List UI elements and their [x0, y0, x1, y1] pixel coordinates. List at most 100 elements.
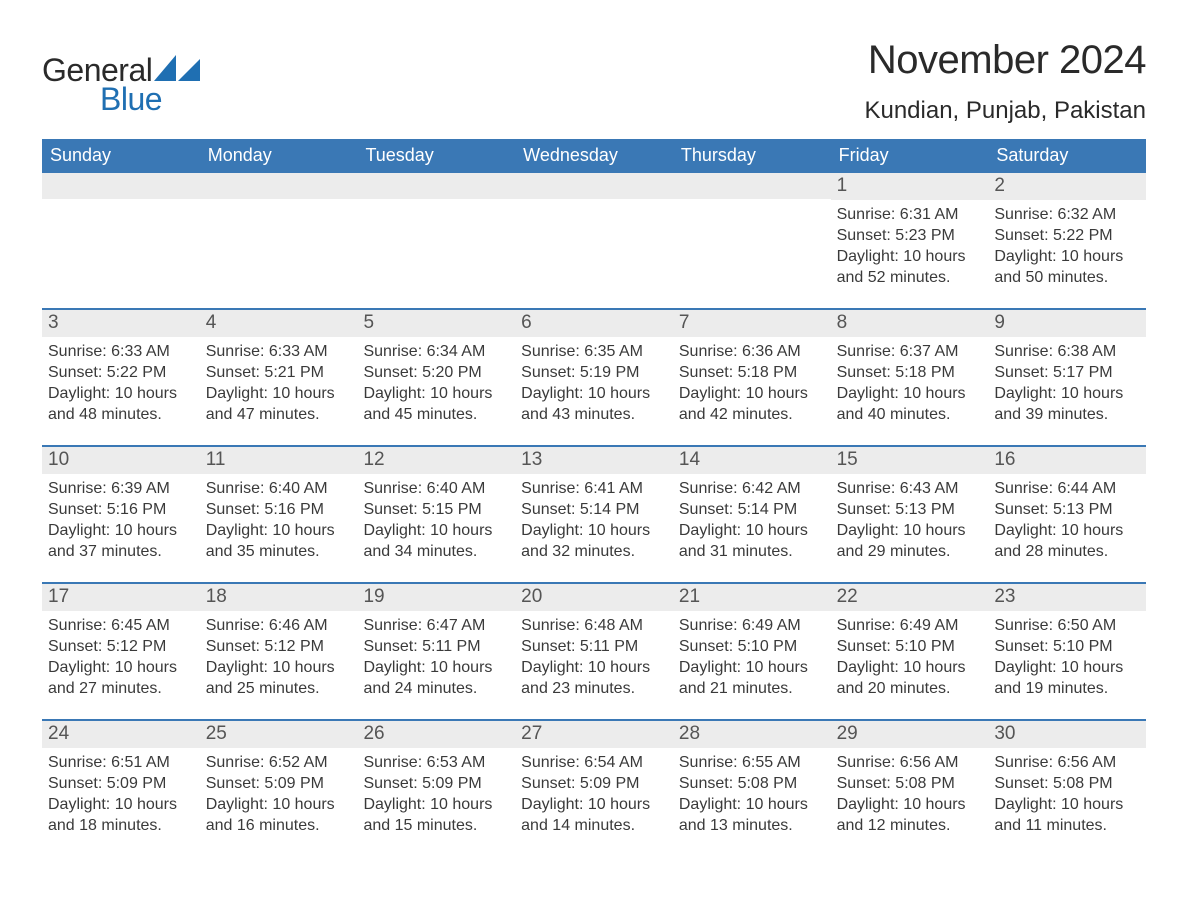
calendar-week: 3Sunrise: 6:33 AMSunset: 5:22 PMDaylight… — [42, 308, 1146, 429]
day-details: Sunrise: 6:50 AMSunset: 5:10 PMDaylight:… — [988, 611, 1146, 703]
day-number: 26 — [357, 721, 515, 748]
day-number — [200, 173, 358, 199]
day-details: Sunrise: 6:39 AMSunset: 5:16 PMDaylight:… — [42, 474, 200, 566]
day-number: 14 — [673, 447, 831, 474]
sunset-text: Sunset: 5:13 PM — [837, 499, 983, 520]
calendar-day: 7Sunrise: 6:36 AMSunset: 5:18 PMDaylight… — [673, 310, 831, 429]
daylight-text: Daylight: 10 hours and 25 minutes. — [206, 657, 352, 699]
calendar-day: 30Sunrise: 6:56 AMSunset: 5:08 PMDayligh… — [988, 721, 1146, 840]
sunset-text: Sunset: 5:18 PM — [837, 362, 983, 383]
day-details: Sunrise: 6:35 AMSunset: 5:19 PMDaylight:… — [515, 337, 673, 429]
day-details: Sunrise: 6:40 AMSunset: 5:15 PMDaylight:… — [357, 474, 515, 566]
calendar-day: 21Sunrise: 6:49 AMSunset: 5:10 PMDayligh… — [673, 584, 831, 703]
daylight-text: Daylight: 10 hours and 21 minutes. — [679, 657, 825, 699]
calendar-day: 1Sunrise: 6:31 AMSunset: 5:23 PMDaylight… — [831, 173, 989, 292]
day-number: 4 — [200, 310, 358, 337]
day-number: 24 — [42, 721, 200, 748]
sunset-text: Sunset: 5:19 PM — [521, 362, 667, 383]
sunrise-text: Sunrise: 6:53 AM — [363, 752, 509, 773]
sunrise-text: Sunrise: 6:49 AM — [837, 615, 983, 636]
sunset-text: Sunset: 5:11 PM — [363, 636, 509, 657]
day-number: 10 — [42, 447, 200, 474]
calendar-day — [42, 173, 200, 292]
daylight-text: Daylight: 10 hours and 34 minutes. — [363, 520, 509, 562]
daylight-text: Daylight: 10 hours and 15 minutes. — [363, 794, 509, 836]
day-details: Sunrise: 6:56 AMSunset: 5:08 PMDaylight:… — [831, 748, 989, 840]
calendar-day: 5Sunrise: 6:34 AMSunset: 5:20 PMDaylight… — [357, 310, 515, 429]
calendar-day: 17Sunrise: 6:45 AMSunset: 5:12 PMDayligh… — [42, 584, 200, 703]
day-number: 28 — [673, 721, 831, 748]
day-number: 19 — [357, 584, 515, 611]
day-number — [42, 173, 200, 199]
calendar-day: 23Sunrise: 6:50 AMSunset: 5:10 PMDayligh… — [988, 584, 1146, 703]
calendar-week: 17Sunrise: 6:45 AMSunset: 5:12 PMDayligh… — [42, 582, 1146, 703]
calendar-day: 27Sunrise: 6:54 AMSunset: 5:09 PMDayligh… — [515, 721, 673, 840]
month-title: November 2024 — [864, 38, 1146, 83]
calendar: Sunday Monday Tuesday Wednesday Thursday… — [42, 139, 1146, 840]
day-details: Sunrise: 6:45 AMSunset: 5:12 PMDaylight:… — [42, 611, 200, 703]
sunset-text: Sunset: 5:09 PM — [48, 773, 194, 794]
daylight-text: Daylight: 10 hours and 28 minutes. — [994, 520, 1140, 562]
sunset-text: Sunset: 5:08 PM — [837, 773, 983, 794]
day-details: Sunrise: 6:55 AMSunset: 5:08 PMDaylight:… — [673, 748, 831, 840]
daylight-text: Daylight: 10 hours and 48 minutes. — [48, 383, 194, 425]
sunrise-text: Sunrise: 6:45 AM — [48, 615, 194, 636]
calendar-day — [515, 173, 673, 292]
day-number: 23 — [988, 584, 1146, 611]
daylight-text: Daylight: 10 hours and 18 minutes. — [48, 794, 194, 836]
sunset-text: Sunset: 5:23 PM — [837, 225, 983, 246]
day-number — [515, 173, 673, 199]
daylight-text: Daylight: 10 hours and 29 minutes. — [837, 520, 983, 562]
sunrise-text: Sunrise: 6:52 AM — [206, 752, 352, 773]
daylight-text: Daylight: 10 hours and 50 minutes. — [994, 246, 1140, 288]
daylight-text: Daylight: 10 hours and 12 minutes. — [837, 794, 983, 836]
calendar-day: 8Sunrise: 6:37 AMSunset: 5:18 PMDaylight… — [831, 310, 989, 429]
day-number — [673, 173, 831, 199]
sunrise-text: Sunrise: 6:38 AM — [994, 341, 1140, 362]
location-subtitle: Kundian, Punjab, Pakistan — [864, 97, 1146, 125]
calendar-day: 16Sunrise: 6:44 AMSunset: 5:13 PMDayligh… — [988, 447, 1146, 566]
day-number: 18 — [200, 584, 358, 611]
day-details: Sunrise: 6:49 AMSunset: 5:10 PMDaylight:… — [831, 611, 989, 703]
sunset-text: Sunset: 5:10 PM — [994, 636, 1140, 657]
day-details — [357, 199, 515, 291]
daylight-text: Daylight: 10 hours and 37 minutes. — [48, 520, 194, 562]
daylight-text: Daylight: 10 hours and 43 minutes. — [521, 383, 667, 425]
day-number: 30 — [988, 721, 1146, 748]
sunrise-text: Sunrise: 6:43 AM — [837, 478, 983, 499]
daylight-text: Daylight: 10 hours and 35 minutes. — [206, 520, 352, 562]
day-number: 29 — [831, 721, 989, 748]
day-number: 15 — [831, 447, 989, 474]
sunrise-text: Sunrise: 6:34 AM — [363, 341, 509, 362]
calendar-day — [357, 173, 515, 292]
day-details: Sunrise: 6:42 AMSunset: 5:14 PMDaylight:… — [673, 474, 831, 566]
day-details: Sunrise: 6:34 AMSunset: 5:20 PMDaylight:… — [357, 337, 515, 429]
day-details: Sunrise: 6:43 AMSunset: 5:13 PMDaylight:… — [831, 474, 989, 566]
day-details: Sunrise: 6:38 AMSunset: 5:17 PMDaylight:… — [988, 337, 1146, 429]
daylight-text: Daylight: 10 hours and 20 minutes. — [837, 657, 983, 699]
day-details: Sunrise: 6:51 AMSunset: 5:09 PMDaylight:… — [42, 748, 200, 840]
weekday-header: Friday — [831, 139, 989, 173]
daylight-text: Daylight: 10 hours and 39 minutes. — [994, 383, 1140, 425]
sunrise-text: Sunrise: 6:37 AM — [837, 341, 983, 362]
sunset-text: Sunset: 5:14 PM — [679, 499, 825, 520]
header-bar: General Blue November 2024 Kundian, Punj… — [42, 38, 1146, 125]
daylight-text: Daylight: 10 hours and 19 minutes. — [994, 657, 1140, 699]
sunset-text: Sunset: 5:20 PM — [363, 362, 509, 383]
day-details: Sunrise: 6:52 AMSunset: 5:09 PMDaylight:… — [200, 748, 358, 840]
calendar-day: 22Sunrise: 6:49 AMSunset: 5:10 PMDayligh… — [831, 584, 989, 703]
sunset-text: Sunset: 5:10 PM — [679, 636, 825, 657]
brand-logo: General Blue — [42, 38, 200, 118]
sunrise-text: Sunrise: 6:50 AM — [994, 615, 1140, 636]
day-number: 16 — [988, 447, 1146, 474]
calendar-week: 10Sunrise: 6:39 AMSunset: 5:16 PMDayligh… — [42, 445, 1146, 566]
day-details — [673, 199, 831, 291]
weekday-header-row: Sunday Monday Tuesday Wednesday Thursday… — [42, 139, 1146, 173]
sunset-text: Sunset: 5:22 PM — [994, 225, 1140, 246]
weekday-header: Tuesday — [357, 139, 515, 173]
sunset-text: Sunset: 5:16 PM — [206, 499, 352, 520]
calendar-day: 11Sunrise: 6:40 AMSunset: 5:16 PMDayligh… — [200, 447, 358, 566]
day-number: 20 — [515, 584, 673, 611]
day-number: 11 — [200, 447, 358, 474]
day-details: Sunrise: 6:54 AMSunset: 5:09 PMDaylight:… — [515, 748, 673, 840]
